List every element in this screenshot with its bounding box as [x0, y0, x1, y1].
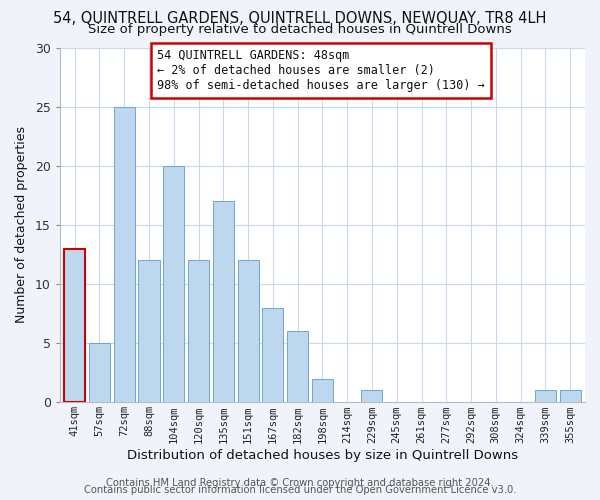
Text: 54, QUINTRELL GARDENS, QUINTRELL DOWNS, NEWQUAY, TR8 4LH: 54, QUINTRELL GARDENS, QUINTRELL DOWNS, … — [53, 11, 547, 26]
Bar — [361, 390, 382, 402]
Y-axis label: Number of detached properties: Number of detached properties — [15, 126, 28, 324]
Bar — [312, 378, 333, 402]
Bar — [139, 260, 160, 402]
Bar — [238, 260, 259, 402]
X-axis label: Distribution of detached houses by size in Quintrell Downs: Distribution of detached houses by size … — [127, 450, 518, 462]
Text: Contains HM Land Registry data © Crown copyright and database right 2024.: Contains HM Land Registry data © Crown c… — [106, 478, 494, 488]
Bar — [188, 260, 209, 402]
Bar — [64, 248, 85, 402]
Bar — [535, 390, 556, 402]
Bar — [560, 390, 581, 402]
Bar — [114, 106, 135, 403]
Bar — [163, 166, 184, 402]
Text: 54 QUINTRELL GARDENS: 48sqm
← 2% of detached houses are smaller (2)
98% of semi-: 54 QUINTRELL GARDENS: 48sqm ← 2% of deta… — [157, 50, 485, 92]
Bar — [287, 332, 308, 402]
Bar — [89, 343, 110, 402]
Text: Size of property relative to detached houses in Quintrell Downs: Size of property relative to detached ho… — [88, 22, 512, 36]
Bar — [213, 201, 234, 402]
Bar — [262, 308, 283, 402]
Text: Contains public sector information licensed under the Open Government Licence v3: Contains public sector information licen… — [84, 485, 516, 495]
